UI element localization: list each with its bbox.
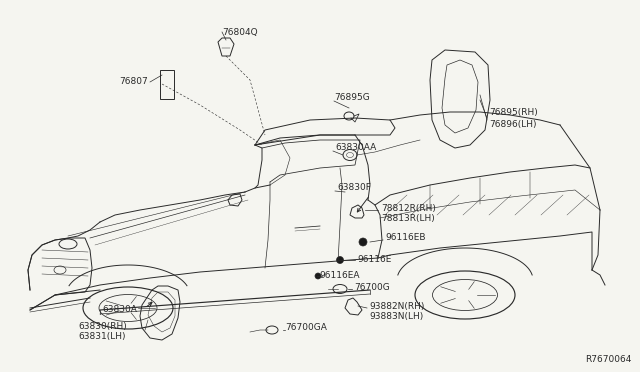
Text: 63830F: 63830F	[337, 183, 371, 192]
Text: 76896(LH): 76896(LH)	[489, 121, 536, 129]
Text: 63830AA: 63830AA	[335, 144, 376, 153]
Text: 63830(RH): 63830(RH)	[78, 321, 127, 330]
Circle shape	[359, 238, 367, 246]
Text: 76700G: 76700G	[354, 283, 390, 292]
Text: 76895G: 76895G	[334, 93, 370, 103]
Text: 93883N(LH): 93883N(LH)	[369, 312, 423, 321]
Text: 93882N(RH): 93882N(RH)	[369, 301, 424, 311]
Text: 96116EA: 96116EA	[319, 270, 360, 279]
Text: R7670064: R7670064	[586, 355, 632, 364]
Text: 76700GA: 76700GA	[285, 324, 327, 333]
Text: 76807: 76807	[119, 77, 148, 87]
Circle shape	[337, 257, 344, 263]
Text: 76804Q: 76804Q	[222, 28, 258, 36]
Text: 96116E: 96116E	[357, 254, 392, 263]
Text: 63831(LH): 63831(LH)	[78, 333, 125, 341]
Text: 76895(RH): 76895(RH)	[489, 109, 538, 118]
Circle shape	[315, 273, 321, 279]
Text: 78812R(RH): 78812R(RH)	[381, 203, 436, 212]
Text: 96116EB: 96116EB	[385, 234, 426, 243]
Text: 63830A: 63830A	[102, 305, 137, 314]
Text: 78813R(LH): 78813R(LH)	[381, 215, 435, 224]
